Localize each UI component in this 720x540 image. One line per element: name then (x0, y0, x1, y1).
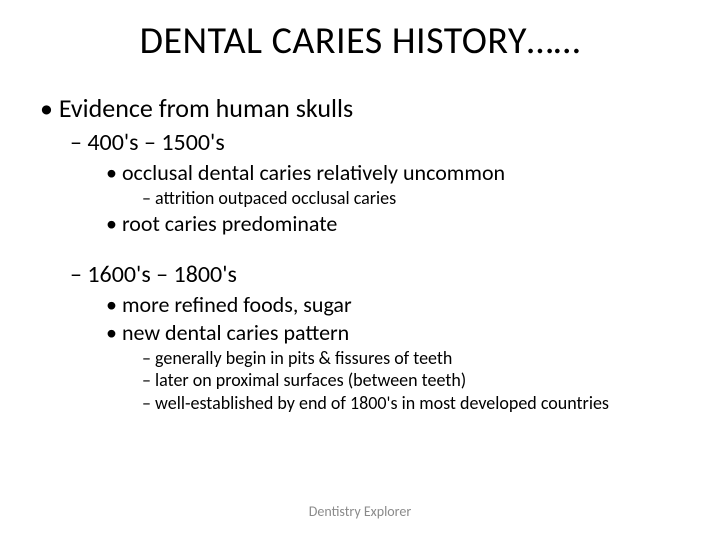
bullet-refined: more refined foods, sugar (106, 291, 680, 318)
bullet-proximal: later on proximal surfaces (between teet… (142, 369, 680, 392)
bullet-pattern: new dental caries pattern (106, 319, 680, 346)
bullet-evidence: Evidence from human skulls (40, 92, 680, 124)
bullet-pits: generally begin in pits & fissures of te… (142, 347, 680, 370)
spacer (40, 238, 680, 260)
slide-container: DENTAL CARIES HISTORY…… Evidence from hu… (0, 0, 720, 540)
bullet-attrition: attrition outpaced occlusal caries (142, 187, 680, 210)
bullet-established: well-established by end of 1800's in mos… (142, 392, 680, 415)
footer-text: Dentistry Explorer (0, 503, 720, 520)
bullet-root: root caries predominate (106, 210, 680, 237)
bullet-era-1: 400's – 1500's (70, 128, 680, 157)
bullet-occlusal: occlusal dental caries relatively uncomm… (106, 159, 680, 186)
slide-title: DENTAL CARIES HISTORY…… (40, 18, 680, 64)
bullet-era-2: 1600's – 1800's (70, 260, 680, 289)
